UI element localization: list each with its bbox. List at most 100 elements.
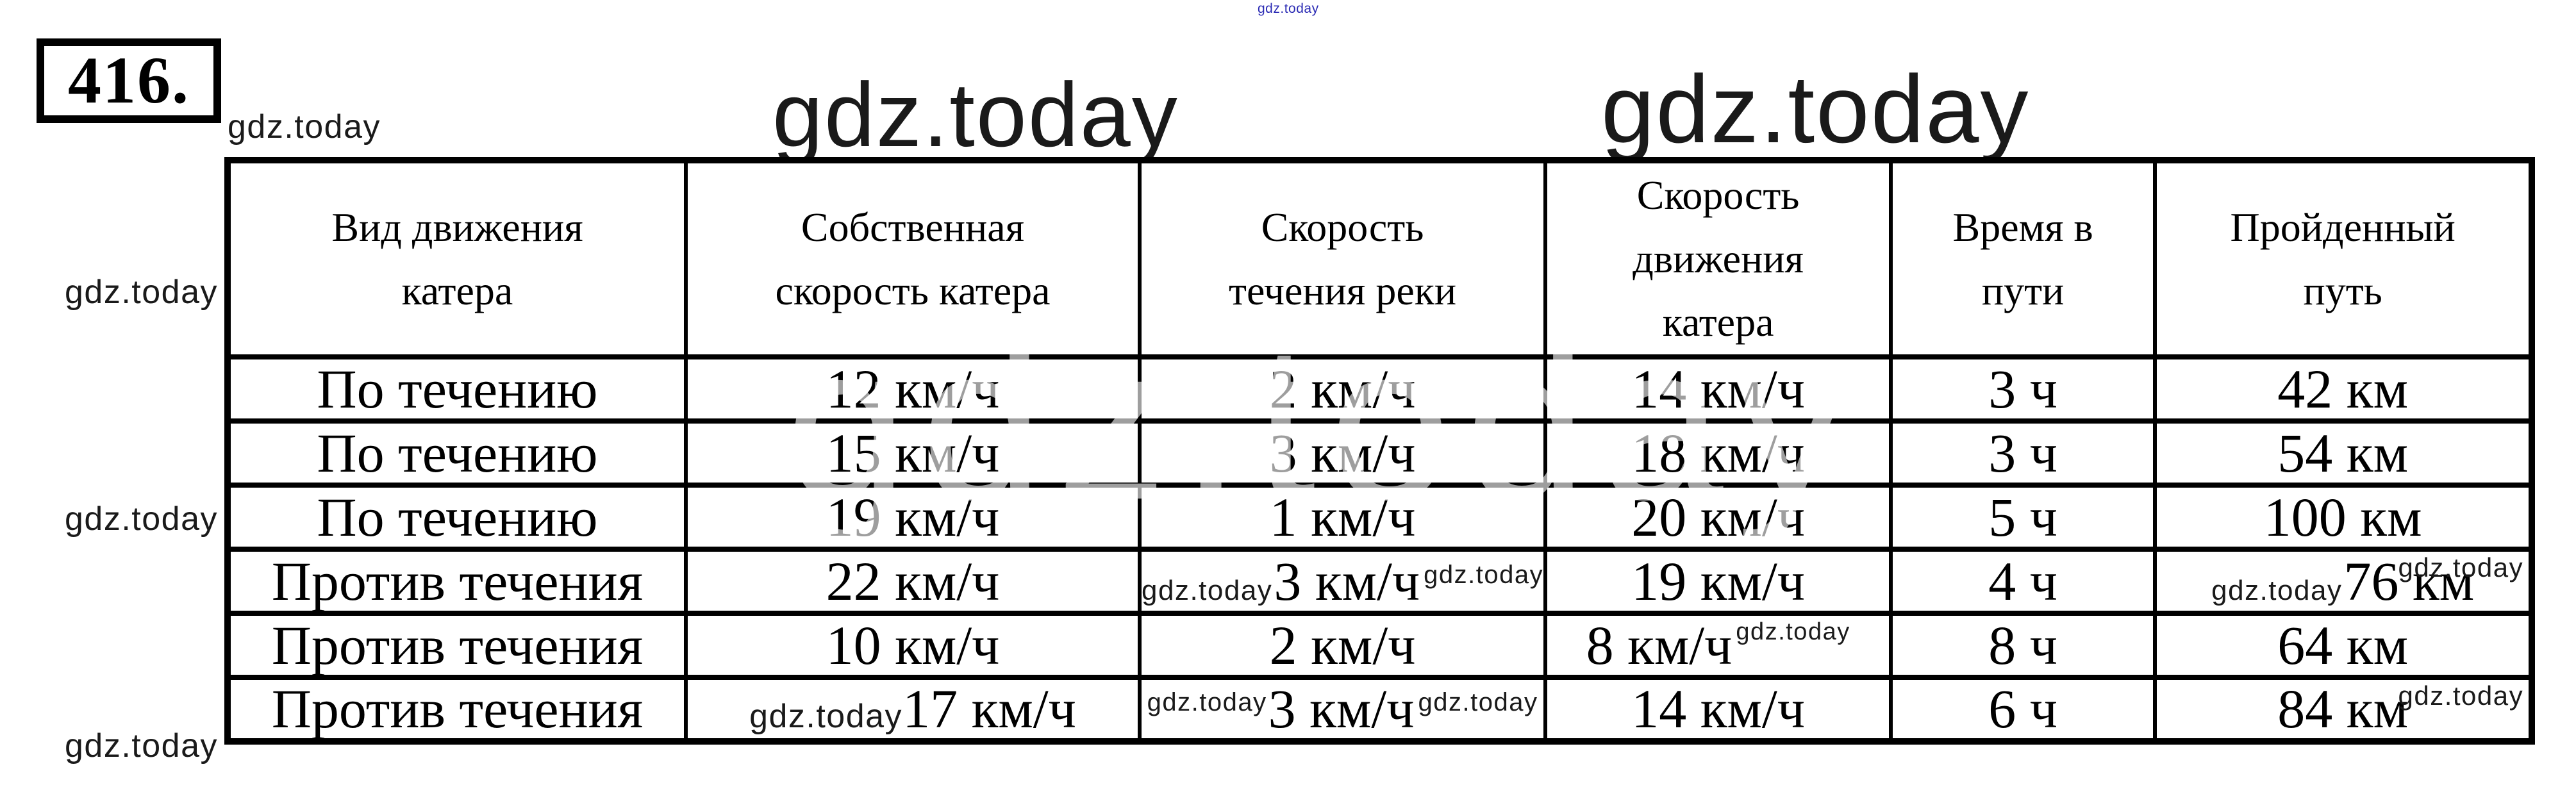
cell-value: 2 км/ч	[1269, 614, 1416, 676]
site-watermark-corner: gdz.today	[2398, 680, 2524, 711]
table-cell: 2 км/ч	[1137, 354, 1548, 424]
table-cell: gdz.today17 км/ч	[684, 674, 1142, 744]
site-watermark-inline: gdz.today	[749, 698, 903, 736]
table-cell: gdz.today3 км/ч gdz.today	[1137, 674, 1548, 744]
cell-value: 1 км/ч	[1269, 486, 1416, 548]
table-cell: По течению	[226, 482, 688, 552]
cell-value: Против течения	[271, 550, 644, 612]
cell-value: 84 км	[2277, 678, 2408, 740]
cell-value: 2 км/ч	[1269, 358, 1416, 420]
site-watermark-corner: gdz.today	[2398, 552, 2524, 582]
cell-value: 42 км	[2277, 358, 2408, 420]
cell-value: 100 км	[2263, 486, 2422, 548]
table-cell: gdz.today3 км/ч gdz.today	[1137, 546, 1548, 616]
table-cell: По течению	[226, 354, 688, 424]
site-watermark-inline: gdz.today	[1424, 560, 1544, 589]
site-watermark-inline: gdz.today	[1418, 688, 1538, 717]
cell-value: 3 ч	[1988, 358, 2058, 420]
table-cell: По течению	[226, 418, 688, 488]
table-cell: 8 ч	[1889, 610, 2157, 680]
table-header-row: Вид движения катера Собственная скорость…	[226, 158, 2534, 359]
header-cell-own-speed: Собственная скорость катера	[684, 158, 1142, 359]
cell-value: 17 км/ч	[902, 678, 1076, 740]
cell-value: Против течения	[271, 614, 644, 676]
cell-value: 19 км/ч	[1631, 550, 1806, 612]
cell-value: 10 км/ч	[826, 614, 1000, 676]
cell-value: 6 ч	[1988, 678, 2058, 740]
cell-value: 5 ч	[1988, 486, 2058, 548]
cell-value: 18 км/ч	[1631, 422, 1806, 484]
cell-value: 54 км	[2277, 422, 2408, 484]
table-cell: 19 км/ч	[1543, 546, 1893, 616]
header-cell-distance: Пройденный путь	[2153, 158, 2534, 359]
table-cell: 100 км	[2153, 482, 2534, 552]
cell-value: 8 ч	[1988, 614, 2058, 676]
table-cell: 2 км/ч	[1137, 610, 1548, 680]
site-watermark-large: gdz.today	[1601, 55, 2030, 163]
table-row: Против течения 22 км/ч gdz.today3 км/ч gd…	[226, 546, 2534, 616]
problem-number: 416.	[68, 44, 190, 117]
cell-value: 76 км	[2343, 550, 2475, 612]
cell-value: 14 км/ч	[1631, 358, 1806, 420]
table-cell: 3 ч	[1889, 354, 2157, 424]
cell-value: 12 км/ч	[826, 358, 1000, 420]
table-cell: 5 ч	[1889, 482, 2157, 552]
cell-value: Против течения	[271, 678, 644, 740]
site-watermark-margin: gdz.today	[65, 727, 218, 764]
cell-value: 15 км/ч	[826, 422, 1000, 484]
cell-value: 20 км/ч	[1631, 486, 1806, 548]
table-cell: 10 км/ч	[684, 610, 1142, 680]
problem-number-box: 416.	[37, 38, 221, 123]
cell-value: 3 ч	[1988, 422, 2058, 484]
table-row: По течению 15 км/ч 3 км/ч 18 км/ч 3 ч 54…	[226, 418, 2534, 488]
cell-value: 14 км/ч	[1631, 678, 1806, 740]
site-watermark-inline: gdz.today	[1147, 688, 1267, 717]
site-watermark-blue: gdz.today	[1258, 1, 1319, 16]
table-cell: 19 км/ч	[684, 482, 1142, 552]
table-cell: 14 км/ч	[1543, 354, 1893, 424]
header-cell-movement-type: Вид движения катера	[226, 158, 688, 359]
header-cell-current-speed: Скорость течения реки	[1137, 158, 1548, 359]
site-watermark-inline: gdz.today	[1142, 574, 1273, 606]
table-row: Против течения gdz.today17 км/ч gdz.toda…	[226, 674, 2534, 744]
table-cell: 14 км/ч	[1543, 674, 1893, 744]
table-cell: 4 ч	[1889, 546, 2157, 616]
table-cell: 20 км/ч	[1543, 482, 1893, 552]
site-watermark: gdz.today	[228, 108, 381, 145]
table-cell: 18 км/ч	[1543, 418, 1893, 488]
site-watermark-inline: gdz.today	[1736, 618, 1850, 645]
cell-value: 3 км/ч	[1269, 422, 1416, 484]
site-watermark-margin: gdz.today	[65, 274, 218, 311]
cell-value: По течению	[317, 358, 598, 420]
cell-value: 64 км	[2277, 614, 2408, 676]
table-cell: 64 км	[2153, 610, 2534, 680]
header-cell-boat-speed: Скорость движения катера	[1543, 158, 1893, 359]
cell-value: 3 км/ч	[1268, 678, 1415, 740]
table-cell: 3 км/ч	[1137, 418, 1548, 488]
table-row: Против течения 10 км/ч 2 км/ч 8 км/ч gdz.…	[226, 610, 2534, 680]
table-cell: 8 км/ч gdz.today	[1543, 610, 1893, 680]
table-cell: 15 км/ч	[684, 418, 1142, 488]
table-cell: gdz.today 84 км	[2153, 674, 2534, 744]
table-cell: Против течения	[226, 546, 688, 616]
table-cell: Против течения	[226, 610, 688, 680]
header-cell-travel-time: Время в пути	[1889, 158, 2157, 359]
site-watermark-inline: gdz.today	[2211, 574, 2343, 606]
site-watermark-margin: gdz.today	[65, 500, 218, 538]
boat-movement-table: Вид движения катера Собственная скорость…	[224, 157, 2536, 745]
table-cell: 42 км	[2153, 354, 2534, 424]
table-row: По течению 12 км/ч 2 км/ч 14 км/ч 3 ч 42…	[226, 354, 2534, 424]
cell-value: 8 км/ч	[1586, 614, 1733, 676]
cell-value: 3 км/ч	[1274, 550, 1420, 612]
table-cell: 54 км	[2153, 418, 2534, 488]
table-cell: 22 км/ч	[684, 546, 1142, 616]
cell-value: 19 км/ч	[826, 486, 1000, 548]
table-row: По течению 19 км/ч 1 км/ч 20 км/ч 5 ч 10…	[226, 482, 2534, 552]
table-cell: 12 км/ч	[684, 354, 1142, 424]
table-cell: Против течения	[226, 674, 688, 744]
table-cell: 6 ч	[1889, 674, 2157, 744]
cell-value: 22 км/ч	[826, 550, 1000, 612]
table-cell: gdz.today gdz.today76 км	[2153, 546, 2534, 616]
cell-value: По течению	[317, 422, 598, 484]
cell-value: 4 ч	[1988, 550, 2058, 612]
